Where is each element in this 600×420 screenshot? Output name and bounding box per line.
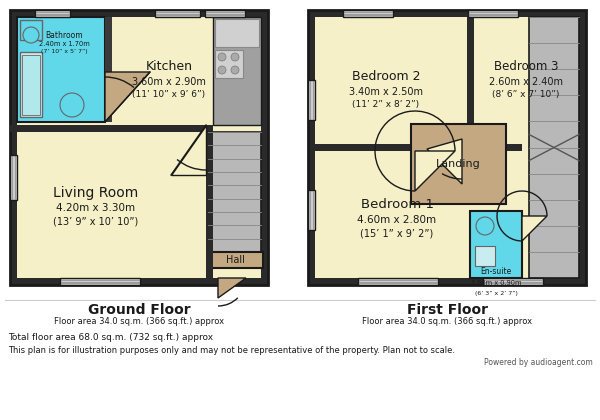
- Text: 4.60m x 2.80m: 4.60m x 2.80m: [358, 215, 437, 225]
- Bar: [529, 17, 579, 278]
- Circle shape: [23, 27, 39, 43]
- Text: (11’ 2” x 8’ 2”): (11’ 2” x 8’ 2”): [352, 100, 419, 108]
- Bar: [17, 17, 261, 278]
- Text: Powered by audioagent.com: Powered by audioagent.com: [484, 358, 593, 367]
- Text: En-suite: En-suite: [481, 267, 512, 276]
- Bar: [10, 10, 268, 285]
- Polygon shape: [427, 139, 462, 184]
- Bar: [215, 19, 259, 47]
- Circle shape: [218, 66, 226, 74]
- Text: 2.40m x 1.70m: 2.40m x 1.70m: [38, 41, 89, 47]
- Bar: [358, 278, 438, 285]
- Polygon shape: [415, 151, 455, 191]
- Text: (15’ 1” x 9’ 2”): (15’ 1” x 9’ 2”): [361, 228, 434, 238]
- Bar: [20, 20, 42, 40]
- Bar: [10, 155, 17, 200]
- Polygon shape: [522, 216, 547, 241]
- Circle shape: [231, 66, 239, 74]
- Bar: [205, 10, 245, 17]
- Text: Landing: Landing: [436, 159, 481, 169]
- Text: (7’ 10” x 5’ 7”): (7’ 10” x 5’ 7”): [41, 50, 88, 55]
- Bar: [208, 132, 261, 252]
- Bar: [60, 278, 140, 285]
- Text: 2.60m x 2.40m: 2.60m x 2.40m: [489, 77, 563, 87]
- Bar: [208, 252, 263, 268]
- Bar: [475, 246, 495, 266]
- Bar: [315, 144, 522, 151]
- Text: 1.90m x 0.90m: 1.90m x 0.90m: [471, 280, 521, 286]
- Polygon shape: [105, 72, 150, 122]
- Bar: [483, 278, 543, 285]
- Bar: [35, 10, 70, 17]
- Text: Total floor area 68.0 sq.m. (732 sq.ft.) approx: Total floor area 68.0 sq.m. (732 sq.ft.)…: [8, 333, 213, 342]
- Bar: [308, 10, 586, 285]
- Text: (6’ 3” x 2’ 7”): (6’ 3” x 2’ 7”): [475, 291, 517, 296]
- Circle shape: [231, 53, 239, 61]
- Circle shape: [60, 93, 84, 117]
- Polygon shape: [218, 278, 246, 298]
- Text: 3.60m x 2.90m: 3.60m x 2.90m: [132, 77, 206, 87]
- Text: Floor area 34.0 sq.m. (366 sq.ft.) approx: Floor area 34.0 sq.m. (366 sq.ft.) appro…: [362, 317, 532, 326]
- Bar: [343, 10, 393, 17]
- Text: This plan is for illustration purposes only and may not be representative of the: This plan is for illustration purposes o…: [8, 346, 455, 355]
- Text: 3.40m x 2.50m: 3.40m x 2.50m: [349, 87, 423, 97]
- Text: Bedroom 1: Bedroom 1: [361, 197, 434, 210]
- Bar: [213, 17, 261, 125]
- Bar: [467, 17, 474, 144]
- Text: Bedroom 3: Bedroom 3: [494, 60, 558, 74]
- Text: Hall: Hall: [226, 255, 244, 265]
- Text: (11’ 10” x 9’ 6”): (11’ 10” x 9’ 6”): [133, 90, 206, 100]
- Bar: [206, 132, 213, 278]
- Bar: [308, 80, 315, 120]
- Bar: [155, 10, 200, 17]
- Bar: [411, 124, 506, 204]
- Text: Ground Floor: Ground Floor: [88, 303, 190, 317]
- Text: Bathroom: Bathroom: [45, 31, 83, 39]
- Bar: [315, 17, 579, 278]
- Text: 4.20m x 3.30m: 4.20m x 3.30m: [56, 203, 136, 213]
- Text: Floor area 34.0 sq.m. (366 sq.ft.) approx: Floor area 34.0 sq.m. (366 sq.ft.) appro…: [54, 317, 224, 326]
- Text: Kitchen: Kitchen: [146, 60, 193, 74]
- Bar: [308, 190, 315, 230]
- Bar: [20, 52, 42, 117]
- Polygon shape: [22, 55, 40, 115]
- Circle shape: [476, 217, 494, 235]
- Text: Living Room: Living Room: [53, 186, 139, 200]
- Bar: [105, 17, 112, 122]
- Bar: [215, 50, 243, 78]
- Text: (8’ 6” x 7’ 10”): (8’ 6” x 7’ 10”): [493, 89, 560, 99]
- Circle shape: [218, 53, 226, 61]
- Bar: [468, 10, 518, 17]
- Text: (13’ 9” x 10’ 10”): (13’ 9” x 10’ 10”): [53, 216, 139, 226]
- Text: Bedroom 2: Bedroom 2: [352, 71, 420, 84]
- Bar: [17, 17, 105, 122]
- Polygon shape: [171, 125, 206, 175]
- Bar: [10, 125, 213, 132]
- Bar: [470, 211, 522, 278]
- Text: First Floor: First Floor: [407, 303, 488, 317]
